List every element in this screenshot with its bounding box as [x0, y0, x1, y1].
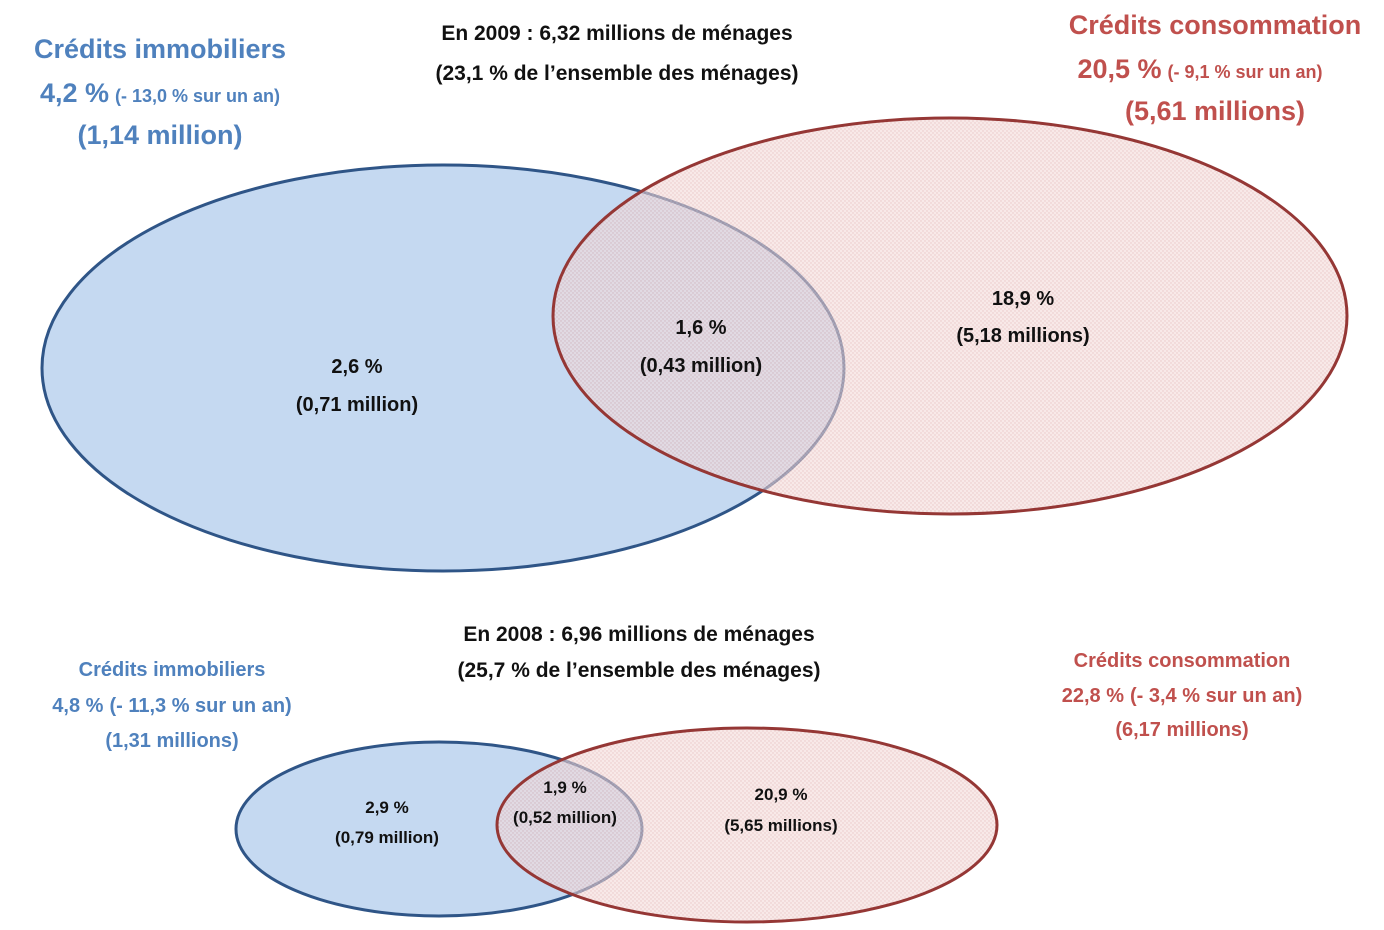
- diagram-2009: En 2009 : 6,32 millions de ménages (23,1…: [34, 10, 1362, 573]
- region-label: 18,9 %: [992, 288, 1054, 310]
- title-line: (25,7 % de l’ensemble des ménages): [458, 659, 821, 682]
- region-label: 20,9 %: [755, 785, 808, 804]
- left-share: 4,8 %: [52, 695, 103, 717]
- region-label: (5,65 millions): [724, 816, 837, 835]
- right-share: 20,5 %: [1077, 54, 1161, 84]
- diagram-2008: En 2008 : 6,96 millions de ménages (25,7…: [52, 623, 1303, 924]
- region-label: (0,43 million): [640, 355, 762, 377]
- right-name: Crédits consommation: [1069, 10, 1362, 40]
- right-share: 22,8 %: [1062, 685, 1124, 707]
- right-change: (- 9,1 % sur un an): [1168, 62, 1323, 82]
- right-set: [551, 116, 1349, 516]
- right-change: (- 3,4 % sur un an): [1130, 685, 1302, 707]
- left-share-line: 4,2 % (- 13,0 % sur un an): [40, 78, 280, 108]
- region-label: 1,9 %: [543, 778, 586, 797]
- region-label: 1,6 %: [675, 317, 726, 339]
- region-label: (5,18 millions): [956, 325, 1089, 347]
- title-line: En 2009 : 6,32 millions de ménages: [441, 22, 792, 45]
- left-change: (- 13,0 % sur un an): [115, 86, 280, 106]
- region-label: (0,71 million): [296, 394, 418, 416]
- left-count: (1,14 million): [77, 120, 242, 150]
- region-label: (0,79 million): [335, 828, 439, 847]
- right-share-line: 22,8 % (- 3,4 % sur un an): [1062, 685, 1303, 707]
- right-count: (6,17 millions): [1115, 719, 1248, 741]
- region-label: 2,9 %: [365, 798, 408, 817]
- right-set: [495, 726, 999, 924]
- right-name: Crédits consommation: [1074, 650, 1291, 672]
- left-count: (1,31 millions): [105, 730, 238, 752]
- left-name: Crédits immobiliers: [34, 34, 286, 64]
- left-name: Crédits immobiliers: [79, 659, 266, 681]
- right-share-line: 20,5 % (- 9,1 % sur un an): [1077, 54, 1322, 84]
- region-label: (0,52 million): [513, 808, 617, 827]
- title-line: En 2008 : 6,96 millions de ménages: [463, 623, 814, 646]
- left-change: (- 11,3 % sur un an): [109, 695, 291, 717]
- title-line: (23,1 % de l’ensemble des ménages): [436, 62, 799, 85]
- region-label: 2,6 %: [331, 356, 382, 378]
- left-share-line: 4,8 % (- 11,3 % sur un an): [52, 695, 291, 717]
- right-count: (5,61 millions): [1125, 96, 1305, 126]
- left-share: 4,2 %: [40, 78, 109, 108]
